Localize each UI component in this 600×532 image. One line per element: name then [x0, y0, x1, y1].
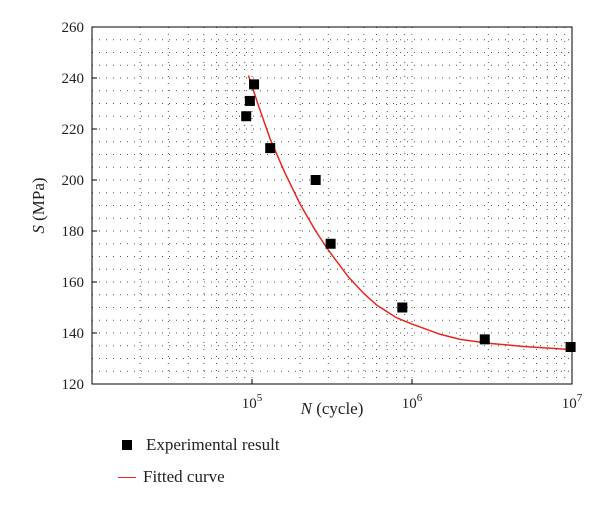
legend-item-fitted: Fitted curve [112, 464, 280, 490]
fitted-curve-line [247, 75, 573, 351]
legend: Experimental result Fitted curve [112, 432, 280, 496]
x-tick-label: 107 [562, 392, 583, 412]
data-point [325, 238, 336, 249]
x-tick-label: 106 [402, 392, 423, 412]
y-tick-label: 260 [62, 20, 85, 36]
data-point [241, 111, 252, 122]
data-point [479, 334, 490, 345]
y-axis: 120 140 160 180 200 220 240 260 [62, 20, 97, 393]
legend-square-marker-icon [122, 440, 132, 450]
plot-frame [91, 26, 573, 385]
y-tick-label: 140 [62, 326, 85, 342]
data-point [249, 79, 260, 90]
grid [92, 27, 572, 384]
y-tick-label: 120 [62, 377, 85, 393]
data-point [310, 175, 321, 185]
data-point [244, 95, 255, 106]
data-point [397, 302, 408, 313]
legend-label-experimental: Experimental result [146, 435, 280, 454]
y-tick-label: 200 [62, 173, 85, 189]
chart: 120 140 160 180 200 220 240 260 105 106 107 N (cycl… [29, 20, 583, 418]
data-point [565, 342, 576, 353]
legend-label-fitted: Fitted curve [143, 467, 225, 486]
x-axis-title: N (cycle) [300, 399, 364, 418]
legend-item-experimental: Experimental result [112, 432, 280, 458]
legend-line-marker-icon [118, 476, 136, 478]
experimental-points [241, 79, 576, 353]
data-point [265, 143, 276, 154]
y-tick-label: 160 [62, 275, 85, 291]
y-axis-title: S (MPa) [29, 177, 48, 233]
x-axis: 105 106 107 [242, 379, 583, 412]
y-tick-label: 240 [62, 71, 85, 87]
y-tick-label: 180 [62, 224, 85, 240]
x-tick-label: 105 [242, 392, 263, 412]
y-tick-label: 220 [62, 122, 85, 138]
